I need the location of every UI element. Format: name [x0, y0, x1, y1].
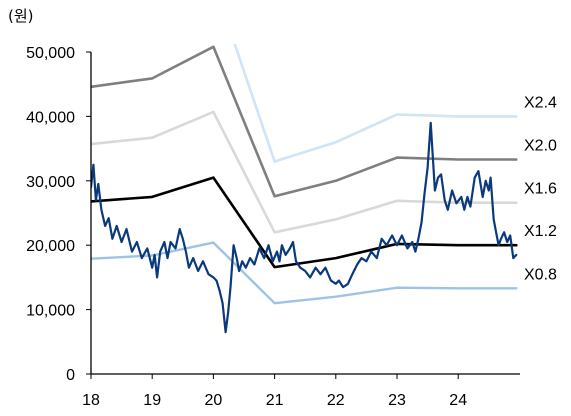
- band-label-x1-2: X1.2: [524, 223, 557, 240]
- band-line-x0-8: [91, 241, 518, 305]
- band-label-x2-0: X2.0: [524, 138, 557, 155]
- y-tick-label: 10,000: [26, 303, 75, 320]
- band-line-x2-0: [91, 45, 518, 198]
- y-unit-label: (원): [8, 7, 34, 25]
- band-label-x1-6: X1.6: [524, 181, 557, 198]
- band-label-x0-8: X0.8: [524, 266, 557, 283]
- band-line-x2-4: [233, 44, 518, 163]
- series-layer: [91, 44, 518, 334]
- price-line: [91, 121, 518, 334]
- y-tick-label: 50,000: [26, 45, 75, 62]
- y-tick-label: 0: [66, 367, 75, 384]
- x-tick-label: 20: [205, 392, 223, 409]
- tick-layer: 0 10,000 20,000 30,000 40,000 50,000 18 19 20 21 2…: [26, 45, 467, 409]
- axis-layer: [90, 52, 520, 375]
- x-tick-label: 21: [266, 392, 284, 409]
- y-tick-label: 20,000: [26, 238, 75, 255]
- x-tick-label: 24: [449, 392, 467, 409]
- y-tick-label: 40,000: [26, 109, 75, 126]
- x-tick-label: 18: [82, 392, 100, 409]
- x-tick-label: 19: [143, 392, 161, 409]
- band-line-x1-6: [91, 110, 518, 234]
- y-tick-label: 30,000: [26, 174, 75, 191]
- x-tick-label: 23: [388, 392, 406, 409]
- band-label-layer: X2.4 X2.0 X1.6 X1.2 X0.8: [524, 94, 557, 283]
- band-label-x2-4: X2.4: [524, 94, 557, 111]
- band-line-x1-2: [91, 176, 518, 269]
- x-tick-label: 22: [327, 392, 345, 409]
